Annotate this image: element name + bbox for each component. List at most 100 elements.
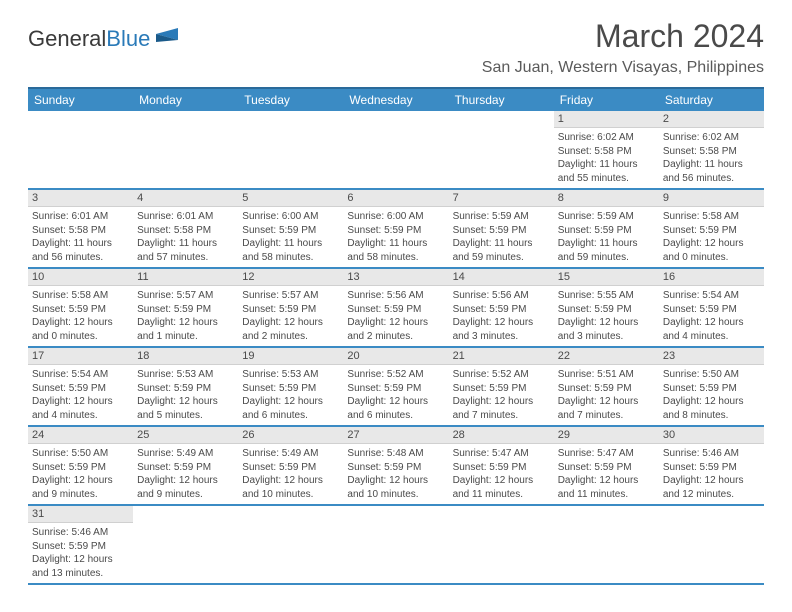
- weekday-header: Monday: [133, 88, 238, 111]
- day-number: 22: [554, 348, 659, 365]
- day-number: 7: [449, 190, 554, 207]
- sunset-line: Sunset: 5:59 PM: [32, 540, 129, 554]
- day-number: 29: [554, 427, 659, 444]
- calendar-cell: 19Sunrise: 5:53 AMSunset: 5:59 PMDayligh…: [238, 347, 343, 426]
- daylight-line: Daylight: 12 hours and 3 minutes.: [558, 316, 655, 343]
- sunrise-line: Sunrise: 5:54 AM: [663, 289, 760, 303]
- calendar-cell: 30Sunrise: 5:46 AMSunset: 5:59 PMDayligh…: [659, 426, 764, 505]
- sunset-line: Sunset: 5:59 PM: [242, 224, 339, 238]
- calendar-cell: 15Sunrise: 5:55 AMSunset: 5:59 PMDayligh…: [554, 268, 659, 347]
- calendar-cell: 12Sunrise: 5:57 AMSunset: 5:59 PMDayligh…: [238, 268, 343, 347]
- flag-icon: [156, 28, 184, 51]
- day-number: 1: [554, 111, 659, 128]
- day-number: 4: [133, 190, 238, 207]
- day-data: Sunrise: 5:46 AMSunset: 5:59 PMDaylight:…: [659, 444, 764, 504]
- calendar-row: 10Sunrise: 5:58 AMSunset: 5:59 PMDayligh…: [28, 268, 764, 347]
- calendar-cell: [343, 505, 448, 584]
- sunset-line: Sunset: 5:59 PM: [137, 461, 234, 475]
- daylight-line: Daylight: 12 hours and 11 minutes.: [453, 474, 550, 501]
- daylight-line: Daylight: 12 hours and 3 minutes.: [453, 316, 550, 343]
- calendar-cell: 10Sunrise: 5:58 AMSunset: 5:59 PMDayligh…: [28, 268, 133, 347]
- daylight-line: Daylight: 12 hours and 4 minutes.: [32, 395, 129, 422]
- logo-part2: Blue: [106, 26, 150, 51]
- calendar-cell: 25Sunrise: 5:49 AMSunset: 5:59 PMDayligh…: [133, 426, 238, 505]
- day-data: Sunrise: 5:47 AMSunset: 5:59 PMDaylight:…: [554, 444, 659, 504]
- header: GeneralBlue March 2024 San Juan, Western…: [28, 18, 764, 77]
- sunrise-line: Sunrise: 5:59 AM: [453, 210, 550, 224]
- day-number: 9: [659, 190, 764, 207]
- calendar-cell: 3Sunrise: 6:01 AMSunset: 5:58 PMDaylight…: [28, 189, 133, 268]
- daylight-line: Daylight: 12 hours and 10 minutes.: [242, 474, 339, 501]
- day-data: Sunrise: 5:59 AMSunset: 5:59 PMDaylight:…: [554, 207, 659, 267]
- day-data: Sunrise: 6:01 AMSunset: 5:58 PMDaylight:…: [133, 207, 238, 267]
- sunset-line: Sunset: 5:59 PM: [558, 461, 655, 475]
- day-data: Sunrise: 5:57 AMSunset: 5:59 PMDaylight:…: [133, 286, 238, 346]
- calendar-cell: 7Sunrise: 5:59 AMSunset: 5:59 PMDaylight…: [449, 189, 554, 268]
- sunset-line: Sunset: 5:59 PM: [663, 303, 760, 317]
- calendar-row: 1Sunrise: 6:02 AMSunset: 5:58 PMDaylight…: [28, 111, 764, 189]
- weekday-header: Wednesday: [343, 88, 448, 111]
- day-data: Sunrise: 5:52 AMSunset: 5:59 PMDaylight:…: [343, 365, 448, 425]
- sunset-line: Sunset: 5:59 PM: [347, 224, 444, 238]
- sunrise-line: Sunrise: 5:47 AM: [453, 447, 550, 461]
- sunset-line: Sunset: 5:59 PM: [453, 224, 550, 238]
- day-data: Sunrise: 5:50 AMSunset: 5:59 PMDaylight:…: [28, 444, 133, 504]
- calendar-cell: [133, 505, 238, 584]
- sunrise-line: Sunrise: 6:02 AM: [558, 131, 655, 145]
- daylight-line: Daylight: 12 hours and 0 minutes.: [663, 237, 760, 264]
- sunset-line: Sunset: 5:59 PM: [242, 461, 339, 475]
- calendar-cell: 16Sunrise: 5:54 AMSunset: 5:59 PMDayligh…: [659, 268, 764, 347]
- sunset-line: Sunset: 5:59 PM: [32, 303, 129, 317]
- daylight-line: Daylight: 12 hours and 6 minutes.: [242, 395, 339, 422]
- calendar-body: 1Sunrise: 6:02 AMSunset: 5:58 PMDaylight…: [28, 111, 764, 584]
- calendar-cell: 13Sunrise: 5:56 AMSunset: 5:59 PMDayligh…: [343, 268, 448, 347]
- sunset-line: Sunset: 5:59 PM: [558, 224, 655, 238]
- day-number: 11: [133, 269, 238, 286]
- logo-part1: General: [28, 26, 106, 51]
- daylight-line: Daylight: 12 hours and 11 minutes.: [558, 474, 655, 501]
- calendar-cell: [554, 505, 659, 584]
- sunset-line: Sunset: 5:59 PM: [663, 224, 760, 238]
- day-data: Sunrise: 6:02 AMSunset: 5:58 PMDaylight:…: [659, 128, 764, 188]
- sunrise-line: Sunrise: 5:46 AM: [663, 447, 760, 461]
- calendar-cell: [449, 505, 554, 584]
- sunrise-line: Sunrise: 5:46 AM: [32, 526, 129, 540]
- daylight-line: Daylight: 12 hours and 9 minutes.: [137, 474, 234, 501]
- sunrise-line: Sunrise: 5:51 AM: [558, 368, 655, 382]
- daylight-line: Daylight: 11 hours and 58 minutes.: [242, 237, 339, 264]
- sunrise-line: Sunrise: 5:57 AM: [242, 289, 339, 303]
- calendar-cell: [238, 505, 343, 584]
- sunrise-line: Sunrise: 5:49 AM: [242, 447, 339, 461]
- day-data: Sunrise: 5:53 AMSunset: 5:59 PMDaylight:…: [238, 365, 343, 425]
- sunset-line: Sunset: 5:59 PM: [32, 382, 129, 396]
- calendar-cell: 21Sunrise: 5:52 AMSunset: 5:59 PMDayligh…: [449, 347, 554, 426]
- day-number: 25: [133, 427, 238, 444]
- daylight-line: Daylight: 12 hours and 7 minutes.: [453, 395, 550, 422]
- sunset-line: Sunset: 5:59 PM: [242, 303, 339, 317]
- day-data: Sunrise: 5:51 AMSunset: 5:59 PMDaylight:…: [554, 365, 659, 425]
- calendar-cell: 11Sunrise: 5:57 AMSunset: 5:59 PMDayligh…: [133, 268, 238, 347]
- sunrise-line: Sunrise: 5:57 AM: [137, 289, 234, 303]
- calendar-cell: [133, 111, 238, 189]
- day-data: Sunrise: 6:00 AMSunset: 5:59 PMDaylight:…: [238, 207, 343, 267]
- day-data: Sunrise: 6:00 AMSunset: 5:59 PMDaylight:…: [343, 207, 448, 267]
- day-data: Sunrise: 6:02 AMSunset: 5:58 PMDaylight:…: [554, 128, 659, 188]
- weekday-header: Saturday: [659, 88, 764, 111]
- calendar-row: 3Sunrise: 6:01 AMSunset: 5:58 PMDaylight…: [28, 189, 764, 268]
- calendar-cell: [449, 111, 554, 189]
- day-number: 24: [28, 427, 133, 444]
- calendar-row: 31Sunrise: 5:46 AMSunset: 5:59 PMDayligh…: [28, 505, 764, 584]
- calendar-cell: 9Sunrise: 5:58 AMSunset: 5:59 PMDaylight…: [659, 189, 764, 268]
- sunset-line: Sunset: 5:59 PM: [347, 461, 444, 475]
- sunset-line: Sunset: 5:58 PM: [558, 145, 655, 159]
- daylight-line: Daylight: 11 hours and 58 minutes.: [347, 237, 444, 264]
- day-number: 26: [238, 427, 343, 444]
- day-data: Sunrise: 5:56 AMSunset: 5:59 PMDaylight:…: [343, 286, 448, 346]
- sunrise-line: Sunrise: 6:00 AM: [242, 210, 339, 224]
- day-number: 18: [133, 348, 238, 365]
- weekday-header: Tuesday: [238, 88, 343, 111]
- calendar-cell: [28, 111, 133, 189]
- calendar-row: 17Sunrise: 5:54 AMSunset: 5:59 PMDayligh…: [28, 347, 764, 426]
- sunrise-line: Sunrise: 5:54 AM: [32, 368, 129, 382]
- daylight-line: Daylight: 11 hours and 57 minutes.: [137, 237, 234, 264]
